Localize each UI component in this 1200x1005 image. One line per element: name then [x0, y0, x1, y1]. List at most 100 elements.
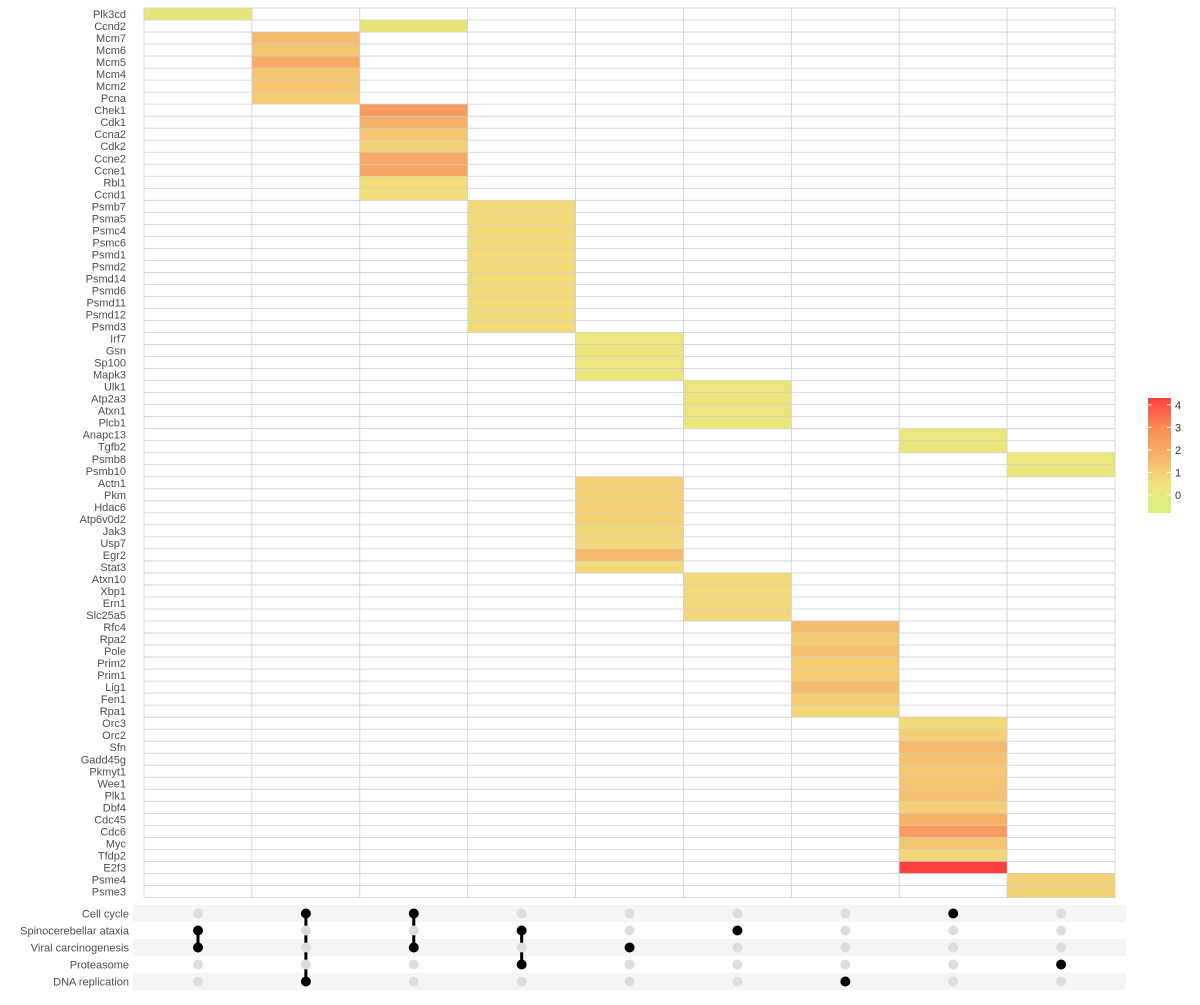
gene-label: Prim1	[97, 670, 126, 682]
gene-label: Psmd11	[86, 297, 126, 309]
heatmap-cell	[359, 151, 468, 165]
matrix-dot-active	[624, 942, 635, 953]
heatmap-cell	[683, 416, 792, 429]
matrix-dot-inactive	[1056, 908, 1067, 919]
heatmap-cell	[683, 380, 792, 393]
gene-label: Psma5	[92, 213, 126, 225]
matrix-dot-inactive	[408, 976, 419, 987]
heatmap-cell	[251, 55, 361, 69]
gene-label: Chek1	[94, 105, 126, 117]
heatmap-cell	[791, 704, 900, 718]
matrix-dot-inactive	[300, 942, 311, 953]
heatmap-cell	[575, 368, 684, 381]
matrix-dot-inactive	[732, 942, 743, 953]
heatmap-cell	[467, 200, 576, 213]
gene-label: Hdac6	[94, 502, 126, 514]
matrix-dot-inactive	[1056, 925, 1067, 936]
gene-label: Anapc13	[83, 430, 126, 442]
color-legend: 0 1 2 3 4	[1148, 398, 1181, 513]
gene-label: Prim2	[97, 658, 126, 670]
gene-label: Mcm4	[96, 69, 126, 81]
matrix-dot-inactive	[732, 959, 743, 970]
heatmap-cell	[791, 656, 900, 670]
matrix-dot-inactive	[624, 925, 635, 936]
matrix-dot-active	[516, 925, 527, 936]
gene-label: Egr2	[103, 550, 126, 562]
heatmap-cell	[251, 67, 361, 81]
legend-tick-label: 2	[1175, 445, 1181, 457]
gene-label: Psmd12	[86, 310, 126, 322]
heatmap-cell	[467, 236, 576, 249]
gene-label: Plcb1	[98, 418, 126, 430]
heatmap-cell	[791, 692, 900, 706]
gene-label: Gsn	[106, 346, 126, 358]
gene-label: Xbp1	[100, 586, 126, 598]
matrix-dot-active	[408, 908, 419, 919]
legend-tick-label: 3	[1175, 422, 1181, 434]
heatmap-cell	[898, 788, 1008, 802]
gene-label: Rfc4	[103, 622, 126, 634]
heatmap-cell	[683, 584, 792, 598]
gene-label: Stat3	[100, 562, 126, 574]
heatmap-cell	[251, 43, 361, 57]
heatmap-cell	[359, 127, 468, 141]
heatmap-cell	[359, 163, 468, 177]
gene-label: Rbl1	[103, 177, 126, 189]
heatmap-cell	[251, 79, 361, 93]
gene-label: Cdc6	[100, 826, 126, 838]
gene-label: Psme4	[92, 874, 126, 886]
heatmap-cell	[898, 740, 1008, 754]
gene-label: Gadd45g	[81, 754, 126, 766]
gene-label: Lig1	[105, 682, 126, 694]
gene-label: Plk1	[105, 790, 126, 802]
matrix-dot-active	[732, 925, 743, 936]
matrix-dot-active	[516, 959, 527, 970]
pathway-matrix: Cell cycle Spinocerebellar ataxia Viral ca…	[20, 905, 1126, 990]
gene-label: Psmc4	[92, 225, 126, 237]
heatmap-cell	[575, 332, 684, 345]
matrix-dot-inactive	[408, 959, 419, 970]
heatmap-cell	[898, 837, 1008, 850]
matrix-dot-active	[1056, 959, 1067, 970]
matrix-dot-inactive	[516, 942, 527, 953]
heatmap-cell	[1006, 464, 1116, 478]
gene-label: Mcm7	[96, 33, 126, 45]
matrix-dot-inactive	[408, 925, 419, 936]
matrix-dot-inactive	[516, 976, 527, 987]
gene-label: Psmd14	[86, 273, 126, 285]
gene-labels: Plk3cdCcnd2Mcm7Mcm6Mcm5Mcm4Mcm2PcnaChek1…	[80, 9, 127, 898]
gene-label: E2f3	[103, 862, 126, 874]
heatmap-cell	[791, 620, 900, 634]
matrix-dot-inactive	[732, 908, 743, 919]
matrix-dot-inactive	[840, 942, 851, 953]
matrix-dot-active	[193, 942, 203, 953]
gene-label: Psmd6	[92, 285, 126, 297]
heatmap-cell	[467, 248, 576, 261]
heatmap-cell	[898, 776, 1008, 790]
matrix-dot-inactive	[516, 908, 527, 919]
gene-label: Dbf4	[103, 802, 126, 814]
legend-tick-label: 0	[1175, 490, 1181, 502]
gene-label: Mcm2	[96, 81, 126, 93]
gene-label: Psmd1	[92, 249, 126, 261]
matrix-dot-inactive	[624, 959, 635, 970]
matrix-dot-active	[840, 976, 851, 987]
matrix-dot-inactive	[193, 976, 203, 987]
heatmap-cell	[251, 31, 361, 45]
gene-label: Ccne2	[94, 153, 126, 165]
gene-label: Cdc45	[94, 814, 126, 826]
gene-label: Rpa1	[100, 706, 126, 718]
heatmap-cell	[359, 103, 468, 117]
heatmap-cell	[143, 7, 253, 21]
gene-label: Sfn	[109, 742, 126, 754]
gene-label: Mcm5	[96, 57, 126, 69]
gene-label: Psmb8	[92, 454, 126, 466]
heatmap-cell	[898, 764, 1008, 778]
gene-label: Ccne1	[94, 165, 126, 177]
gene-label: Psmd3	[92, 322, 126, 334]
matrix-dot-inactive	[840, 908, 851, 919]
heatmap-cell	[1006, 873, 1116, 886]
gene-label: Ccna2	[94, 129, 126, 141]
